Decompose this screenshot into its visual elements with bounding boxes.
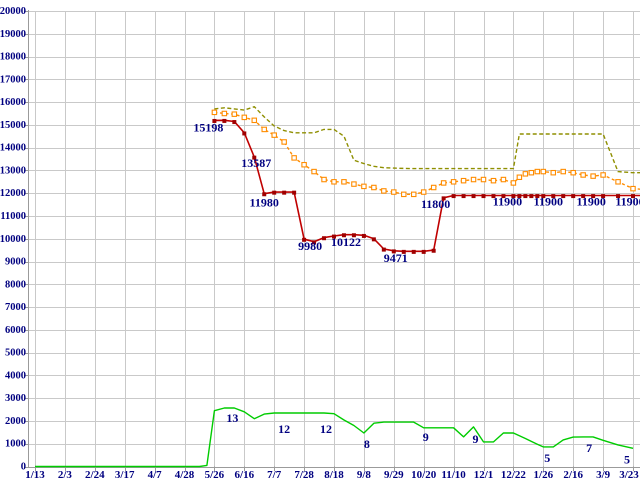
data-label: 9471 — [384, 251, 408, 265]
axes — [24, 10, 640, 471]
y-tick-label: 2000 — [5, 416, 26, 427]
x-tick-label: 2/16 — [563, 469, 583, 480]
x-tick-label: 11/10 — [441, 469, 466, 480]
series-main-dark-red — [212, 118, 640, 254]
series-lower-green-count — [35, 407, 634, 468]
data-label: 11900 — [534, 194, 563, 208]
data-label: 13 — [226, 411, 238, 425]
data-label: 9 — [473, 432, 479, 446]
y-tick-label: 4000 — [5, 370, 26, 381]
x-tick-label: 12/1 — [474, 469, 494, 480]
x-tick-label: 2/3 — [58, 469, 73, 480]
axis-labels: 0 1000 2000 3000 4000 5000 6000 7000 8000 9000 100… — [0, 6, 639, 480]
y-tick-label: 16000 — [0, 97, 26, 108]
y-tick-label: 0 — [21, 462, 26, 473]
y-tick-label: 8000 — [5, 279, 26, 290]
y-tick-label: 15000 — [0, 120, 26, 131]
data-label: 11900 — [615, 194, 640, 208]
y-tick-label: 6000 — [5, 325, 26, 336]
data-label: 11800 — [421, 197, 450, 211]
series-upper-olive-dashed — [214, 106, 640, 174]
y-tick-label: 11000 — [0, 211, 26, 222]
y-tick-label: 7000 — [5, 302, 26, 313]
data-label: 11900 — [576, 194, 605, 208]
data-label: 9 — [423, 430, 429, 444]
data-label: 11980 — [250, 196, 279, 210]
y-tick-label: 1000 — [5, 439, 26, 450]
x-tick-label: 12/22 — [501, 469, 527, 480]
x-tick-label: 5/26 — [205, 469, 225, 480]
x-tick-label: 4/28 — [175, 469, 195, 480]
data-label: 12 — [278, 422, 290, 436]
y-tick-label: 18000 — [0, 52, 26, 63]
y-tick-label: 14000 — [0, 143, 26, 154]
y-tick-label: 5000 — [5, 348, 26, 359]
x-tick-label: 9/8 — [357, 469, 372, 480]
y-tick-label: 10000 — [0, 234, 26, 245]
data-label: 15198 — [193, 120, 223, 134]
x-tick-label: 6/16 — [235, 469, 255, 480]
y-tick-label: 13000 — [0, 165, 26, 176]
y-tick-label: 12000 — [0, 188, 26, 199]
y-tick-label: 20000 — [0, 6, 26, 17]
data-label: 10122 — [331, 235, 361, 249]
data-label: 5 — [624, 452, 630, 466]
x-tick-label: 3/17 — [115, 469, 135, 480]
data-label: 9980 — [298, 239, 322, 253]
data-label: 12 — [320, 422, 332, 436]
x-tick-label: 8/18 — [324, 469, 344, 480]
x-tick-label: 7/28 — [294, 469, 314, 480]
y-tick-label: 3000 — [5, 393, 26, 404]
gridlines — [28, 11, 640, 468]
x-tick-label: 1/26 — [534, 469, 554, 480]
data-label: 11900 — [493, 194, 522, 208]
data-label: 5 — [544, 451, 550, 465]
data-label: 8 — [364, 437, 370, 451]
series-middle-orange-dashed — [211, 109, 640, 198]
data-label: 13587 — [241, 156, 271, 170]
x-tick-label: 2/24 — [85, 469, 105, 480]
x-tick-label: 7/7 — [267, 469, 282, 480]
y-tick-label: 17000 — [0, 74, 26, 85]
x-tick-label: 3/9 — [596, 469, 611, 480]
x-tick-label: 3/23 — [619, 469, 639, 480]
y-tick-label: 9000 — [5, 257, 26, 268]
x-tick-label: 9/29 — [384, 469, 404, 480]
data-label: 7 — [586, 441, 592, 455]
x-tick-label: 1/13 — [25, 469, 45, 480]
x-tick-label: 10/20 — [411, 469, 437, 480]
x-tick-label: 4/7 — [148, 469, 163, 480]
y-tick-label: 19000 — [0, 29, 26, 40]
